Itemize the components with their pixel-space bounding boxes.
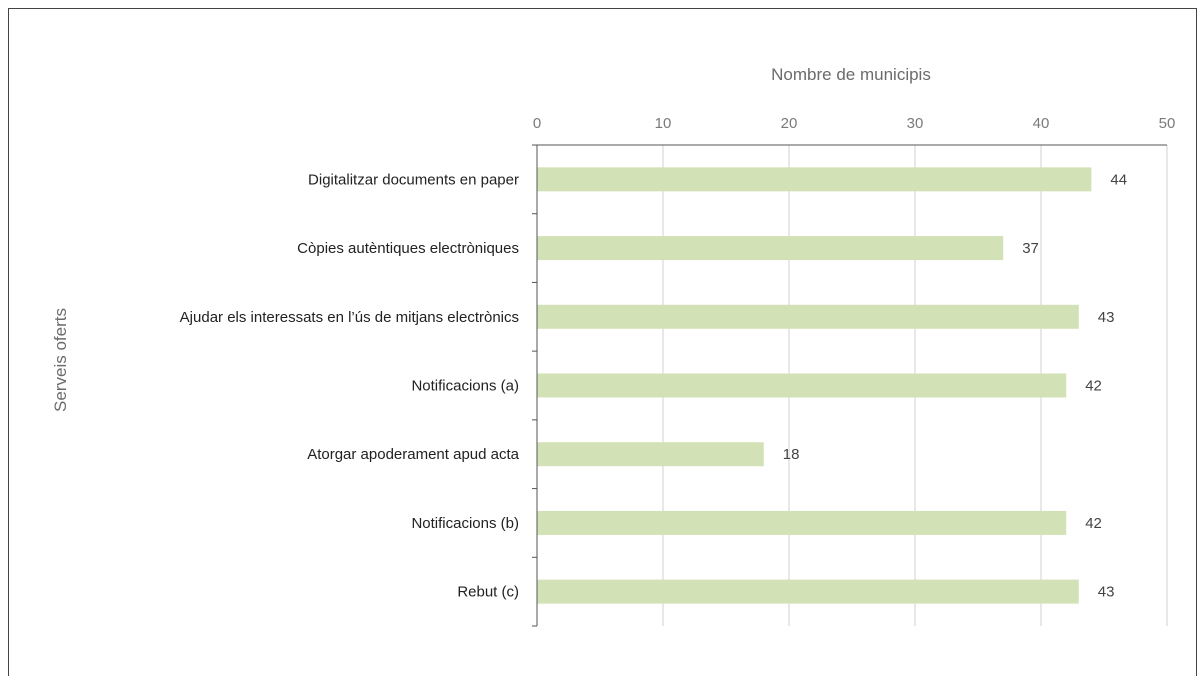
x-tick-label: 50 <box>1159 115 1176 132</box>
bar <box>537 304 1079 329</box>
data-label: 43 <box>1098 584 1115 601</box>
x-tick-label: 20 <box>781 115 798 132</box>
category-label: Digitalitzar documents en paper <box>308 171 519 188</box>
data-label: 44 <box>1110 171 1127 188</box>
data-label: 43 <box>1098 309 1115 326</box>
bar <box>537 579 1079 604</box>
data-label: 42 <box>1085 515 1102 532</box>
category-label: Còpies autèntiques electròniques <box>297 240 519 257</box>
x-tick-label: 0 <box>533 115 541 132</box>
x-axis-title: Nombre de municipis <box>771 65 931 84</box>
bar <box>537 236 1004 261</box>
bar <box>537 167 1092 192</box>
bar <box>537 442 764 467</box>
x-tick-label: 40 <box>1033 115 1050 132</box>
category-label: Atorgar apoderament apud acta <box>307 446 519 463</box>
axis-layer <box>532 144 1167 627</box>
x-tick-label: 30 <box>907 115 924 132</box>
y-axis-title: Serveis oferts <box>51 308 70 412</box>
category-label: Notificacions (b) <box>411 515 519 532</box>
x-tick-label: 10 <box>655 115 672 132</box>
bar-layer <box>537 167 1092 604</box>
category-label: Rebut (c) <box>457 584 519 601</box>
label-layer: 0 10 20 30 40 50 Digitalitzar documents en pap… <box>180 115 1176 601</box>
data-label: 42 <box>1085 378 1102 395</box>
bar <box>537 373 1067 398</box>
category-label: Ajudar els interessats en l’ús de mitjan… <box>180 309 519 326</box>
category-label: Notificacions (a) <box>411 378 519 395</box>
data-label: 37 <box>1022 240 1039 257</box>
data-label: 18 <box>783 446 800 463</box>
bar <box>537 510 1067 535</box>
chart-frame <box>8 8 1197 676</box>
